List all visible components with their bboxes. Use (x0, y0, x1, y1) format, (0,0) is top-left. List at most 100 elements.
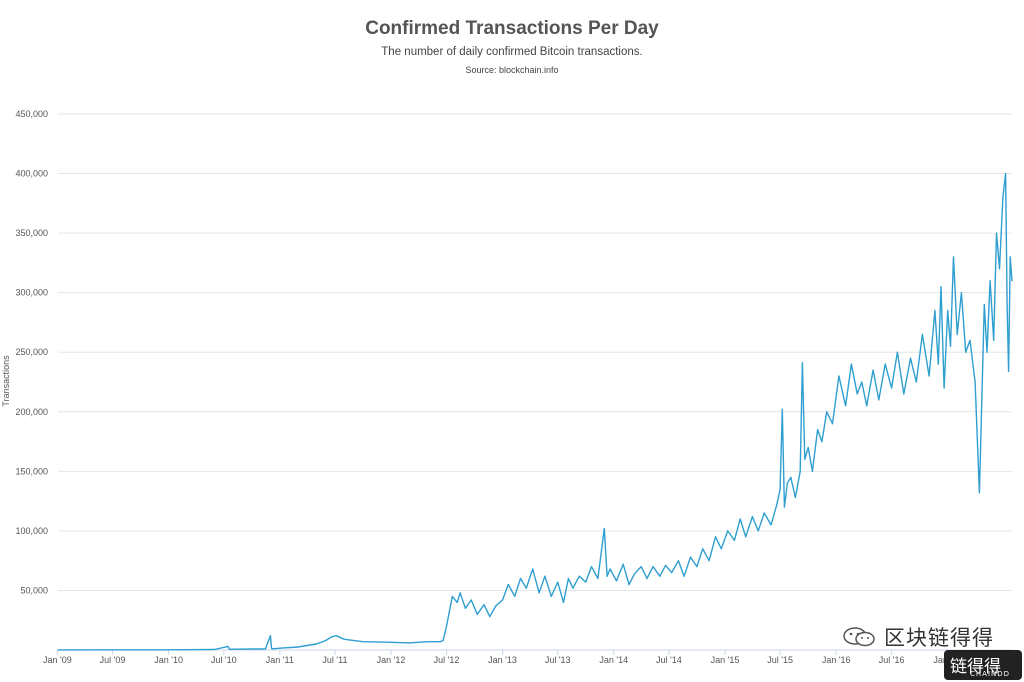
data-point (995, 232, 998, 234)
x-tick-label: Jul '13 (545, 655, 571, 665)
data-point (856, 393, 858, 395)
data-point (532, 568, 534, 570)
data-point (652, 566, 654, 568)
data-point (464, 607, 466, 609)
data-point (1005, 173, 1007, 175)
chart-subtitle: The number of daily confirmed Bitcoin tr… (381, 46, 643, 58)
data-point (811, 470, 814, 472)
data-point (817, 429, 819, 431)
data-point (804, 458, 806, 460)
data-point (969, 339, 971, 341)
data-point (776, 504, 778, 506)
data-point (640, 566, 642, 568)
data-point (801, 362, 804, 364)
data-point (696, 566, 698, 568)
data-point (826, 411, 828, 413)
gridlines (58, 113, 1012, 591)
y-tick-label: 450,000 (15, 109, 48, 119)
data-point (714, 536, 717, 538)
data-point (483, 604, 485, 606)
data-point (279, 647, 281, 649)
data-point (168, 649, 170, 651)
data-point (783, 506, 786, 508)
y-tick-label: 350,000 (15, 228, 48, 238)
y-tick-label: 250,000 (15, 347, 48, 357)
x-tick-label: Jul '10 (211, 655, 237, 665)
data-point (495, 605, 497, 607)
data-point (408, 642, 410, 644)
data-point (757, 530, 759, 532)
data-point (1006, 304, 1008, 306)
data-point (903, 393, 905, 395)
data-point (770, 524, 772, 526)
data-point (451, 595, 453, 598)
data-point (445, 625, 448, 627)
data-point (739, 518, 741, 520)
data-point (470, 599, 472, 601)
data-point (986, 351, 988, 353)
x-tick-label: Jan '09 (43, 655, 72, 665)
x-tick-label: Jul '09 (100, 655, 126, 665)
data-point (781, 408, 783, 410)
y-tick-label: 100,000 (15, 526, 48, 536)
logo-cn-text: 链得得 (950, 657, 1001, 677)
chaindd-logo: 链得得 CHAINDD (944, 650, 1022, 680)
data-point (264, 648, 267, 650)
data-point (459, 592, 461, 594)
data-point (331, 636, 333, 638)
data-point (519, 577, 522, 580)
data-point (702, 548, 704, 550)
data-point (525, 587, 527, 589)
data-point (683, 575, 685, 577)
data-point (362, 641, 364, 643)
data-point (615, 580, 618, 582)
data-point (993, 339, 995, 341)
data-point (335, 635, 337, 637)
data-point (214, 648, 216, 651)
data-point (315, 643, 317, 645)
data-point (940, 286, 942, 288)
x-axis-ticks: Jan '09 Jul '09 Jan '10 Jul '10 Jan '11 Jul '… (43, 649, 1012, 665)
data-point (57, 649, 59, 651)
data-point (550, 595, 552, 598)
data-point (606, 575, 608, 577)
data-point (799, 470, 801, 472)
data-point (427, 641, 429, 643)
y-tick-label: 400,000 (15, 169, 48, 179)
data-point (928, 375, 930, 377)
x-tick-label: Jul '14 (656, 655, 682, 665)
data-point (949, 345, 952, 347)
data-point (227, 645, 229, 648)
x-tick-label: Jan '14 (599, 655, 628, 665)
wechat-icon (843, 627, 875, 647)
data-point (633, 573, 636, 575)
data-point (544, 575, 546, 577)
data-point (831, 423, 834, 425)
x-tick-label: Jan '16 (822, 655, 851, 665)
chart-source: Source: blockchain.info (465, 65, 559, 75)
data-point (439, 641, 441, 643)
series-group (57, 172, 1013, 651)
data-point (943, 387, 945, 389)
y-axis-ticks: 50,000 100,000 150,000 200,000 250,000 300,00… (15, 109, 48, 595)
data-point (269, 635, 271, 637)
data-point (960, 292, 963, 294)
data-point (689, 556, 692, 558)
data-point (578, 575, 580, 577)
data-point (111, 649, 114, 651)
data-point (983, 304, 985, 306)
data-point (590, 566, 593, 568)
data-point (896, 351, 899, 353)
data-point (878, 399, 880, 401)
data-point (538, 592, 540, 594)
data-point (786, 482, 789, 484)
data-point (891, 387, 893, 389)
data-point (456, 601, 458, 604)
data-point (872, 369, 874, 371)
data-point (659, 575, 661, 577)
x-tick-label: Jul '15 (767, 655, 793, 665)
data-point (1009, 256, 1011, 258)
data-point (965, 351, 967, 353)
data-point (937, 363, 939, 365)
data-point (779, 488, 781, 490)
